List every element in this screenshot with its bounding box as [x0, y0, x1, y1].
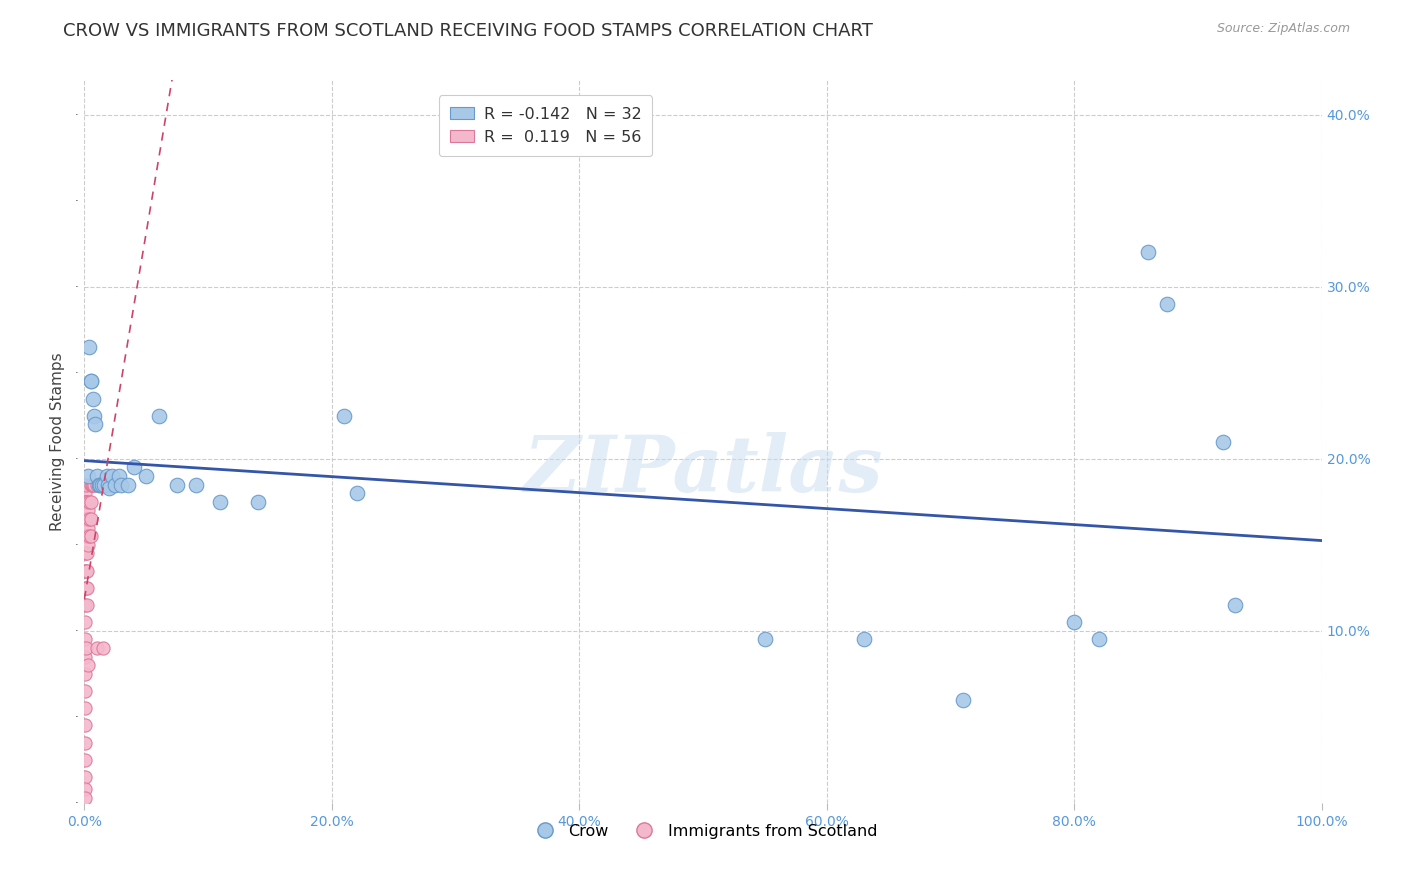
Point [77, 658, 100, 673]
Point [86, 477, 108, 491]
Point [82, 477, 104, 491]
Point [91, 640, 114, 655]
Point [73, 735, 96, 749]
Point [75, 494, 97, 508]
Point [346, 486, 368, 500]
Point [79, 375, 101, 389]
Point [108, 469, 131, 483]
Point [75, 529, 97, 543]
Point [79, 529, 101, 543]
Point [754, 632, 776, 647]
Point [1223, 598, 1246, 612]
Point [1088, 632, 1111, 647]
Point [1137, 245, 1160, 260]
Point [98, 477, 121, 491]
Point [79, 529, 101, 543]
Point [1212, 434, 1234, 449]
Point [148, 409, 170, 423]
Point [73, 598, 96, 612]
Point [73, 782, 96, 797]
Point [75, 546, 97, 560]
Point [73, 632, 96, 647]
Point [75, 581, 97, 595]
Point [79, 512, 101, 526]
Point [73, 770, 96, 784]
Point [90, 477, 112, 491]
Point [1063, 615, 1085, 630]
Point [76, 546, 98, 560]
Point [73, 790, 96, 805]
Point [75, 529, 97, 543]
Point [79, 494, 101, 508]
Point [96, 469, 118, 483]
Point [73, 615, 96, 630]
Point [75, 512, 97, 526]
Point [73, 494, 96, 508]
Y-axis label: Receiving Food Stamps: Receiving Food Stamps [51, 352, 65, 531]
Point [89, 477, 111, 491]
Point [75, 564, 97, 578]
Point [117, 477, 139, 491]
Point [82, 392, 104, 406]
Point [79, 340, 101, 354]
Point [77, 520, 100, 534]
Point [1156, 297, 1178, 311]
Point [75, 640, 97, 655]
Point [79, 477, 101, 491]
Text: CROW VS IMMIGRANTS FROM SCOTLAND RECEIVING FOOD STAMPS CORRELATION CHART: CROW VS IMMIGRANTS FROM SCOTLAND RECEIVI… [63, 22, 873, 40]
Point [76, 529, 98, 543]
Point [77, 538, 100, 552]
Point [73, 546, 96, 560]
Point [80, 477, 103, 491]
Point [98, 481, 121, 495]
Point [73, 512, 96, 526]
Point [209, 494, 232, 508]
Point [333, 409, 356, 423]
Legend: Crow, Immigrants from Scotland: Crow, Immigrants from Scotland [522, 818, 884, 846]
Point [76, 598, 98, 612]
Point [76, 512, 98, 526]
Text: Source: ZipAtlas.com: Source: ZipAtlas.com [1216, 22, 1350, 36]
Point [73, 529, 96, 543]
Point [73, 753, 96, 767]
Point [75, 477, 97, 491]
Point [83, 409, 105, 423]
Point [83, 477, 105, 491]
Point [93, 477, 115, 491]
Point [135, 469, 157, 483]
Point [75, 494, 97, 508]
Point [166, 477, 188, 491]
Point [97, 477, 120, 491]
Point [73, 701, 96, 715]
Point [77, 503, 100, 517]
Point [89, 477, 111, 491]
Point [73, 666, 96, 681]
Point [73, 649, 96, 664]
Point [76, 581, 98, 595]
Point [110, 477, 132, 491]
Text: ZIPatlas: ZIPatlas [523, 433, 883, 508]
Point [86, 469, 108, 483]
Point [73, 486, 96, 500]
Point [86, 640, 108, 655]
Point [184, 477, 207, 491]
Point [75, 512, 97, 526]
Point [89, 477, 111, 491]
Point [84, 417, 107, 432]
Point [246, 494, 269, 508]
Point [76, 564, 98, 578]
Point [77, 469, 100, 483]
Point [73, 564, 96, 578]
Point [73, 581, 96, 595]
Point [952, 692, 974, 706]
Point [852, 632, 875, 647]
Point [100, 469, 122, 483]
Point [73, 718, 96, 732]
Point [122, 460, 145, 475]
Point [79, 512, 101, 526]
Point [104, 477, 127, 491]
Point [79, 494, 101, 508]
Point [73, 684, 96, 698]
Point [79, 375, 101, 389]
